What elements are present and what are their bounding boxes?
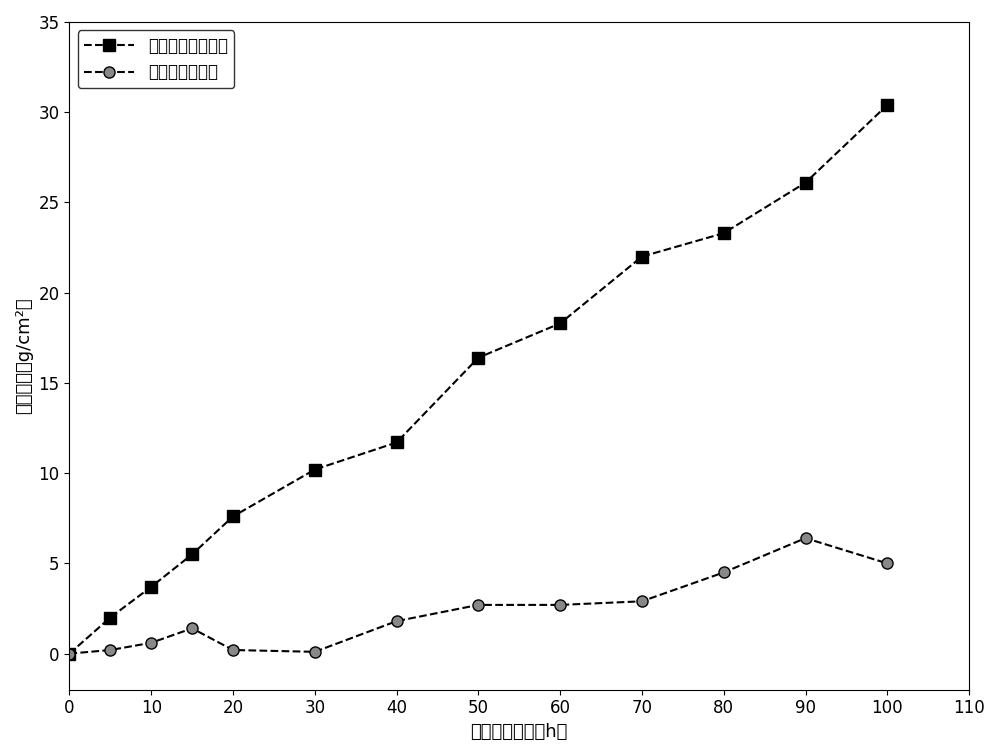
加入三氧化二钇 xyxy=(63,649,75,658)
加入三氧化二钇 xyxy=(636,596,648,606)
加入三氧化二钇 xyxy=(104,646,116,655)
加入三氧化二钇 xyxy=(881,559,893,568)
未加入三氧化二钇 xyxy=(391,438,403,447)
加入三氧化二钇 xyxy=(227,646,239,655)
未加入三氧化二钇 xyxy=(227,512,239,521)
加入三氧化二钇 xyxy=(554,600,566,609)
加入三氧化二钇 xyxy=(309,647,321,656)
加入三氧化二钇 xyxy=(800,534,812,543)
加入三氧化二钇 xyxy=(186,624,198,633)
未加入三氧化二钇 xyxy=(718,228,730,237)
Line: 未加入三氧化二钇: 未加入三氧化二钇 xyxy=(64,100,893,659)
未加入三氧化二钇 xyxy=(145,582,157,591)
未加入三氧化二钇 xyxy=(309,465,321,474)
Line: 加入三氧化二钇: 加入三氧化二钇 xyxy=(64,532,893,659)
加入三氧化二钇 xyxy=(391,617,403,626)
未加入三氧化二钇 xyxy=(554,319,566,328)
加入三氧化二钇 xyxy=(145,638,157,647)
未加入三氧化二钇 xyxy=(186,550,198,559)
X-axis label: 熔盐腐蚀时间（h）: 熔盐腐蚀时间（h） xyxy=(471,723,568,741)
加入三氧化二钇 xyxy=(718,568,730,577)
未加入三氧化二钇 xyxy=(472,353,484,362)
未加入三氧化二钇 xyxy=(636,252,648,261)
未加入三氧化二钇 xyxy=(800,178,812,187)
未加入三氧化二钇 xyxy=(63,649,75,658)
加入三氧化二钇 xyxy=(472,600,484,609)
Legend: 未加入三氧化二钇, 加入三氧化二钇: 未加入三氧化二钇, 加入三氧化二钇 xyxy=(78,30,234,88)
未加入三氧化二钇 xyxy=(104,613,116,622)
Y-axis label: 腐蚀增重（g/cm²）: 腐蚀增重（g/cm²） xyxy=(15,298,33,414)
未加入三氧化二钇 xyxy=(881,101,893,110)
